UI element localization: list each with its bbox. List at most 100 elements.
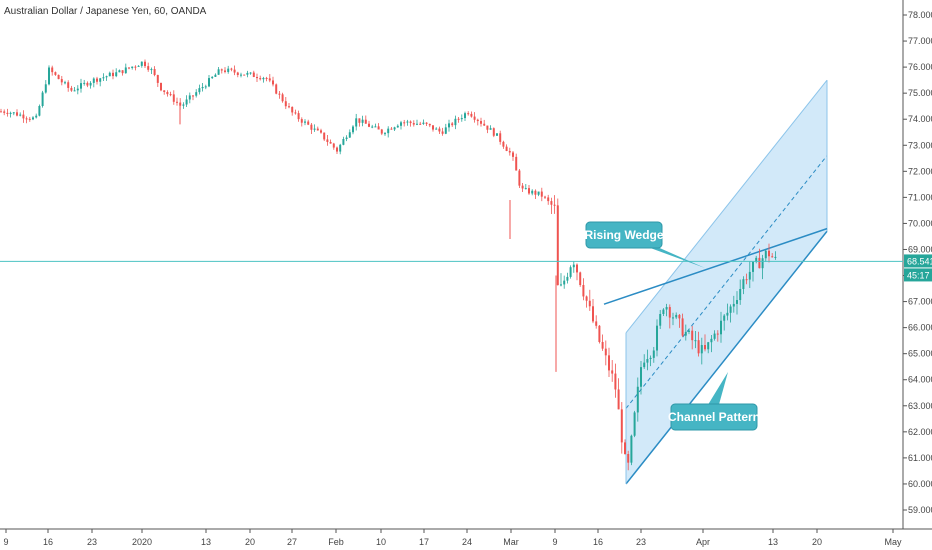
candle-body (265, 77, 268, 79)
candle-body (41, 92, 44, 106)
candle-body (585, 296, 588, 301)
candle-body (556, 205, 559, 286)
candle-body (620, 409, 623, 443)
candle-body (745, 279, 748, 281)
candle-body (176, 101, 178, 103)
channel-midline[interactable] (625, 155, 828, 409)
candle-body (156, 75, 159, 83)
candle-body (492, 128, 495, 136)
candle-body (361, 119, 364, 123)
candle-body (358, 118, 361, 123)
candle-body (208, 78, 210, 87)
candle-body (54, 72, 57, 75)
y-tick-label: 67.000 (908, 297, 932, 307)
drawings[interactable] (603, 79, 828, 485)
y-tick-label: 75.000 (908, 88, 932, 98)
candle-body (163, 90, 166, 92)
candle-body (96, 78, 98, 82)
candle-body (422, 122, 425, 124)
candle-body (233, 69, 236, 73)
candle-body (131, 66, 134, 69)
candle-body (214, 74, 217, 77)
candle-body (572, 264, 575, 268)
rising-wedge-line[interactable] (603, 227, 828, 305)
candle-body (204, 86, 207, 88)
candle-body (656, 325, 658, 351)
candle-body (496, 133, 498, 136)
candle-body (73, 90, 76, 92)
price-tag-value: 68.541 (907, 256, 932, 266)
candle-body (83, 82, 86, 84)
countdown-tag-box (904, 268, 932, 282)
channel-upper-line[interactable] (625, 79, 828, 334)
candle-body (416, 123, 418, 125)
candle-body (316, 128, 319, 131)
candle-body (419, 123, 422, 125)
candle-body (716, 333, 719, 335)
candle-body (112, 72, 114, 77)
candle-body (16, 112, 18, 116)
candle-body (108, 72, 111, 77)
x-tick-label: 24 (462, 537, 472, 547)
candle-body (483, 123, 486, 126)
y-tick-label: 61.000 (908, 453, 932, 463)
y-tick-label: 69.000 (908, 244, 932, 254)
candle-body (726, 312, 729, 316)
candle-body (617, 389, 620, 410)
candle-body (67, 82, 70, 88)
candle-body (332, 143, 335, 148)
candle-body (435, 128, 438, 130)
x-tick-label: 13 (201, 537, 211, 547)
candle-body (236, 72, 239, 76)
candle-body (144, 61, 146, 67)
candle-body (473, 116, 476, 120)
candle-body (752, 261, 754, 272)
candle-body (630, 435, 633, 463)
candle-body (320, 130, 322, 133)
candle-body (684, 331, 687, 336)
channel-pattern-callout[interactable]: Channel Pattern (668, 372, 760, 431)
candle-body (412, 123, 415, 125)
rising-wedge-callout-label: Rising Wedge (584, 228, 663, 242)
candle-body (140, 61, 143, 66)
countdown-tag-value: 45:17 (907, 270, 930, 280)
candle-body (454, 118, 457, 126)
candle-body (470, 113, 473, 117)
candle-body (652, 350, 655, 358)
candle-body (748, 271, 751, 280)
candle-body (636, 386, 639, 413)
candle-body (60, 79, 63, 83)
y-tick-label: 78.000 (908, 10, 932, 20)
candle-body (582, 285, 585, 297)
candle-body (409, 121, 412, 124)
channel-lower-line[interactable] (625, 230, 828, 485)
candle-body (345, 137, 348, 140)
rising-wedge-callout[interactable]: Rising Wedge (584, 221, 705, 268)
candle-body (294, 112, 297, 114)
candle-body (352, 126, 354, 133)
candle-body (742, 279, 745, 289)
candle-body (307, 121, 310, 125)
candle-body (524, 188, 527, 190)
candle-body (480, 121, 482, 124)
candle-body (768, 250, 770, 257)
candle-body (384, 133, 386, 135)
candle-body (70, 87, 73, 91)
candle-body (668, 307, 671, 318)
candle-body (720, 320, 722, 335)
candle-body (604, 348, 607, 356)
candle-body (390, 128, 393, 130)
candle-body (713, 333, 716, 339)
x-tick-label: 13 (768, 537, 778, 547)
x-tick-label: Mar (503, 537, 519, 547)
candle-body (515, 156, 518, 171)
price-tag-box (904, 254, 932, 268)
candle-body (732, 303, 735, 307)
candle-body (681, 318, 684, 336)
candle-body (339, 144, 342, 152)
candle-body (336, 147, 338, 152)
candle-body (531, 190, 534, 194)
candle-body (32, 117, 34, 120)
